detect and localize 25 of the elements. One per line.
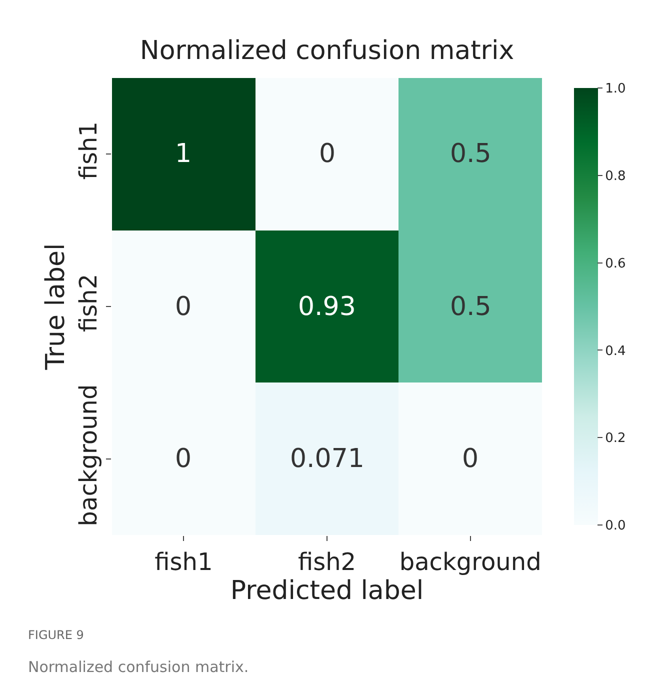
y-axis-title: True label bbox=[40, 243, 71, 371]
caption: FIGURE 9 bbox=[28, 628, 84, 642]
y-tick-label: fish1 bbox=[74, 122, 102, 180]
text: Normalized confusion matrix. bbox=[28, 658, 249, 676]
data-label: 0 bbox=[175, 444, 192, 474]
data-label: 0.071 bbox=[290, 444, 364, 474]
chart-title: Normalized confusion matrix bbox=[140, 36, 514, 66]
color-bar-label: 0.8 bbox=[605, 168, 626, 184]
data-label: 0 bbox=[175, 292, 192, 322]
x-axis-title: Predicted label bbox=[230, 576, 424, 606]
x-tick-label: fish1 bbox=[154, 548, 213, 576]
data-label: 0.5 bbox=[450, 139, 492, 169]
color-bar-label: 0.2 bbox=[605, 431, 626, 446]
y-tick-label: fish2 bbox=[74, 274, 102, 332]
x-tick-label: background bbox=[399, 548, 542, 576]
data-label: 0.5 bbox=[450, 292, 492, 322]
color-bar-label: 0.4 bbox=[605, 344, 626, 359]
color-bar-label: 0.0 bbox=[605, 518, 626, 534]
data-label: 0 bbox=[319, 139, 336, 169]
color-bar-label: 0.6 bbox=[605, 256, 626, 272]
data-label: 0.93 bbox=[298, 292, 356, 322]
x-tick-label: fish2 bbox=[298, 548, 356, 576]
data-label: 0 bbox=[462, 444, 479, 474]
color-bar-label: 1.0 bbox=[605, 82, 626, 97]
data-label: 1 bbox=[175, 139, 192, 169]
